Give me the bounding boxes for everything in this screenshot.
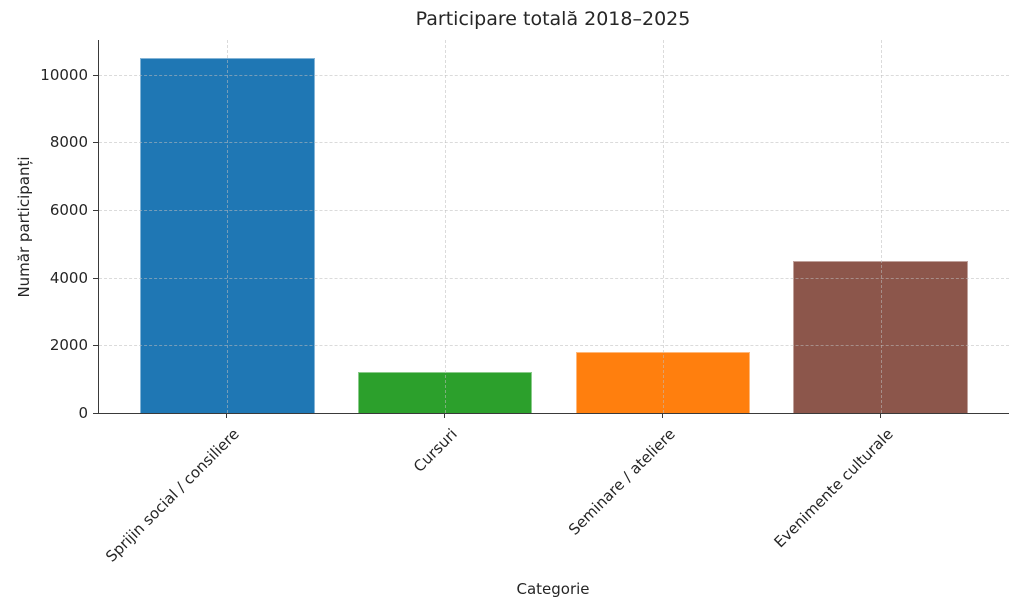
x-tick-mark <box>879 413 881 418</box>
y-tick-mark <box>93 277 98 279</box>
chart-title: Participare totală 2018–2025 <box>415 8 691 30</box>
y-tick-label: 6000 <box>49 201 88 219</box>
bar-1 <box>140 57 315 413</box>
y-tick-label: 10000 <box>40 65 88 84</box>
bar-3 <box>575 352 750 413</box>
x-tick-mark <box>444 413 446 418</box>
x-tick-label: Cursuri <box>410 425 461 476</box>
y-tick-mark <box>93 413 98 414</box>
y-tick-label: 0 <box>78 404 88 422</box>
x-tick-mark <box>661 413 663 418</box>
y-tick-mark <box>93 345 98 347</box>
y-tick-mark <box>93 74 98 76</box>
bars-layer <box>99 40 1009 413</box>
y-tick-label: 8000 <box>49 133 88 152</box>
y-tick-mark <box>93 142 98 144</box>
y-tick-label: 4000 <box>49 268 88 287</box>
y-tick-mark <box>93 210 98 211</box>
x-tick-label: Sprijin social / consiliere <box>102 425 244 566</box>
plot-area <box>98 40 1009 414</box>
x-tick-label: Evenimente culturale <box>770 425 897 552</box>
bar-2 <box>358 372 533 413</box>
y-tick-label: 2000 <box>49 336 88 355</box>
x-tick-label: Seminare / ateliere <box>564 425 679 539</box>
bar-4 <box>793 260 968 413</box>
x-tick-mark <box>226 413 228 418</box>
x-axis-label: Categorie <box>516 580 590 598</box>
